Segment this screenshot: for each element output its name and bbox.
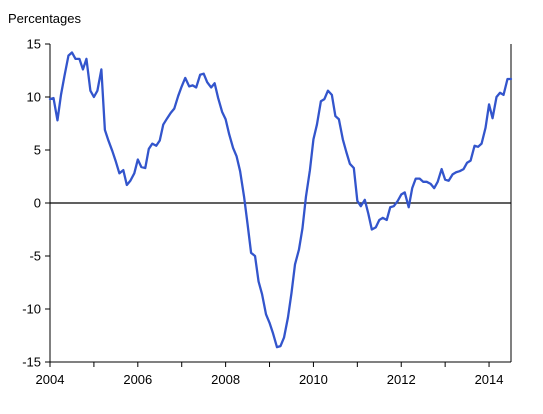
x-tick-label: 2014 [475,372,504,387]
x-tick-label: 2006 [123,372,152,387]
y-tick-label: -15 [22,355,41,370]
x-tick-label: 2008 [211,372,240,387]
x-tick-label: 2004 [36,372,65,387]
y-tick-label: 10 [27,90,41,105]
y-axis-ticks: 15 10 5 0 -5 -10 -15 [22,37,50,370]
y-tick-label: -10 [22,302,41,317]
y-tick-label: 15 [27,37,41,52]
y-tick-label: -5 [29,249,41,264]
x-axis-ticks: 2004 2006 2008 2010 2012 2014 [36,362,504,387]
series-line [48,51,513,349]
x-tick-label: 2010 [299,372,328,387]
y-tick-label: 5 [34,143,41,158]
unit-label: Percentages [8,11,81,26]
x-tick-label: 2012 [387,372,416,387]
y-tick-label: 0 [34,196,41,211]
